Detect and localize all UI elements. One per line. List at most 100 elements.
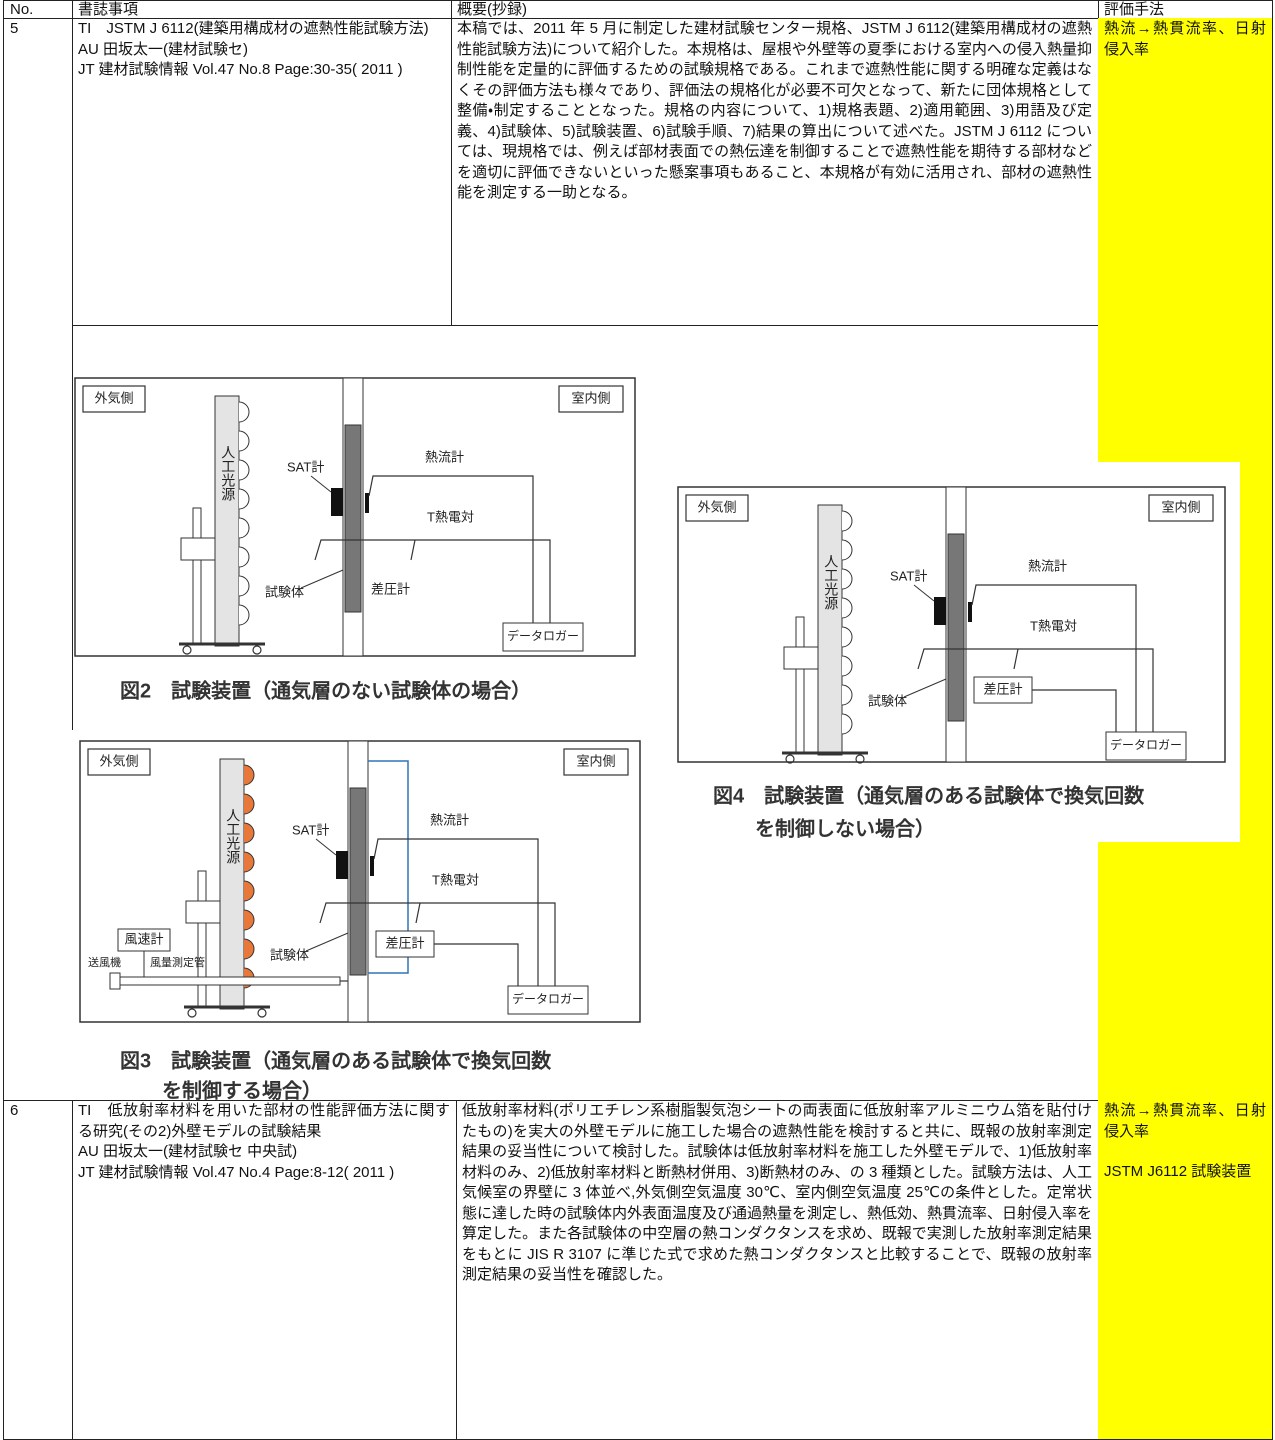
header-cell: 概要(抄録) <box>451 0 1099 19</box>
wire <box>434 943 519 986</box>
label-box <box>563 748 629 776</box>
stand-clamp <box>185 900 221 924</box>
label: 室内側 <box>576 753 615 768</box>
abstract-cell: 本稿では、2011 年 5 月に制定した建材試験センター規格、JSTM J 61… <box>451 18 1099 326</box>
lamp <box>243 793 255 815</box>
stand-pole <box>197 870 207 1008</box>
leader <box>903 678 947 698</box>
label: SAT計 <box>292 822 329 837</box>
bibliography-line: JT 建材試験情報 Vol.47 No.8 Page:30-35( 2011 ) <box>78 61 403 78</box>
bibliography-cell: TI JSTM J 6112(建築用構成材の遮熱性能試験方法) AU 田坂太一(… <box>72 18 452 326</box>
header-cell: 書誌事項 <box>72 0 452 19</box>
lamp <box>238 459 250 481</box>
sat-meter <box>336 851 348 879</box>
label: 差圧計 <box>983 681 1022 696</box>
bibliography-line: TI 低放射率材料を用いた部材の性能評価方法に関する研究(その2)外壁モデルの試… <box>78 1102 450 1140</box>
label: 試験体 <box>868 693 907 708</box>
pressure-box <box>375 930 435 958</box>
wire <box>1032 689 1117 732</box>
label: 外気側 <box>697 499 736 514</box>
stand-clamp <box>180 537 216 561</box>
logger-box <box>507 985 589 1015</box>
label: 熱流計 <box>430 812 469 827</box>
label: 外気側 <box>94 390 133 405</box>
label: 人工光源 <box>823 554 839 610</box>
label: 送風機 <box>88 955 121 969</box>
figure-caption: 図3 試験装置（通気層のある試験体で換気回数 <box>120 1048 552 1072</box>
pressure-box <box>973 676 1033 704</box>
label: 熱流計 <box>1028 558 1067 573</box>
method-cell: 熱流→熱貫流率、日射侵入率 JSTM J6112 試験装置 <box>1098 1100 1273 1440</box>
leader <box>913 584 935 602</box>
label: 差圧計 <box>371 581 410 596</box>
lamp <box>238 430 250 452</box>
lamp <box>841 597 853 619</box>
light-source <box>214 395 240 647</box>
leader <box>315 838 337 856</box>
wire <box>319 902 556 986</box>
wire <box>1013 648 1019 670</box>
lamp <box>243 938 255 960</box>
label: 風量測定管 <box>150 955 205 969</box>
sat-meter <box>331 488 343 516</box>
method-item: 熱流→熱貫流率、日射侵入率 <box>1104 1102 1266 1140</box>
bibliography-line: JT 建材試験情報 Vol.47 No.4 Page:8-12( 2011 ) <box>78 1163 395 1181</box>
label: T熱電対 <box>1030 618 1077 633</box>
label: T熱電対 <box>427 509 474 524</box>
sat-meter <box>934 597 946 625</box>
method-item: JSTM J6112 試験装置 <box>1104 1163 1252 1180</box>
label-box <box>82 385 146 413</box>
label: 熱流計 <box>425 449 464 464</box>
wheel <box>855 754 865 764</box>
wire <box>971 584 1137 732</box>
stand-pole <box>795 616 805 754</box>
label: データロガー <box>512 991 584 1006</box>
lamp <box>238 546 250 568</box>
lamp <box>841 655 853 677</box>
label-box <box>558 385 624 413</box>
lamp <box>243 880 255 902</box>
label: 試験体 <box>265 584 304 599</box>
label: 人工光源 <box>220 445 236 501</box>
lamp <box>238 575 250 597</box>
no-cell: 5 <box>3 18 73 1101</box>
lamp <box>243 822 255 844</box>
specimen <box>349 787 367 976</box>
label: T熱電対 <box>432 872 479 887</box>
duct <box>119 976 341 986</box>
lamp <box>243 851 255 873</box>
wheel <box>252 645 262 655</box>
label-box <box>87 748 151 776</box>
method-item: 熱流→熱貫流率、日射侵入率 <box>1104 20 1266 58</box>
wire <box>368 475 534 623</box>
label: SAT計 <box>287 459 324 474</box>
lamp <box>243 764 255 786</box>
stand-pole <box>192 507 202 645</box>
lamp <box>841 539 853 561</box>
heat-flow-sensor <box>968 602 972 622</box>
wire <box>410 539 416 561</box>
figure-caption: を制御する場合） <box>162 1078 322 1102</box>
lamp <box>841 713 853 735</box>
lamp <box>841 568 853 590</box>
blower <box>109 972 121 990</box>
bibliography-line: TI JSTM J 6112(建築用構成材の遮熱性能試験方法) <box>78 20 429 37</box>
label-box <box>685 494 749 522</box>
air-layer <box>368 760 409 974</box>
wire <box>373 838 539 986</box>
header-cell: No. <box>3 0 73 19</box>
leader <box>305 932 349 952</box>
heat-flow-sensor <box>365 493 369 513</box>
bibliography-line: AU 田坂太一(建材試験セ 中央試) <box>78 1143 298 1160</box>
figure-caption: 図2 試験装置（通気層のない試験体の場合） <box>120 678 531 702</box>
stand-clamp <box>783 646 819 670</box>
lamp <box>238 488 250 510</box>
lamp <box>243 909 255 931</box>
leader <box>310 475 332 493</box>
label: 外気側 <box>99 753 138 768</box>
wire <box>415 902 421 924</box>
